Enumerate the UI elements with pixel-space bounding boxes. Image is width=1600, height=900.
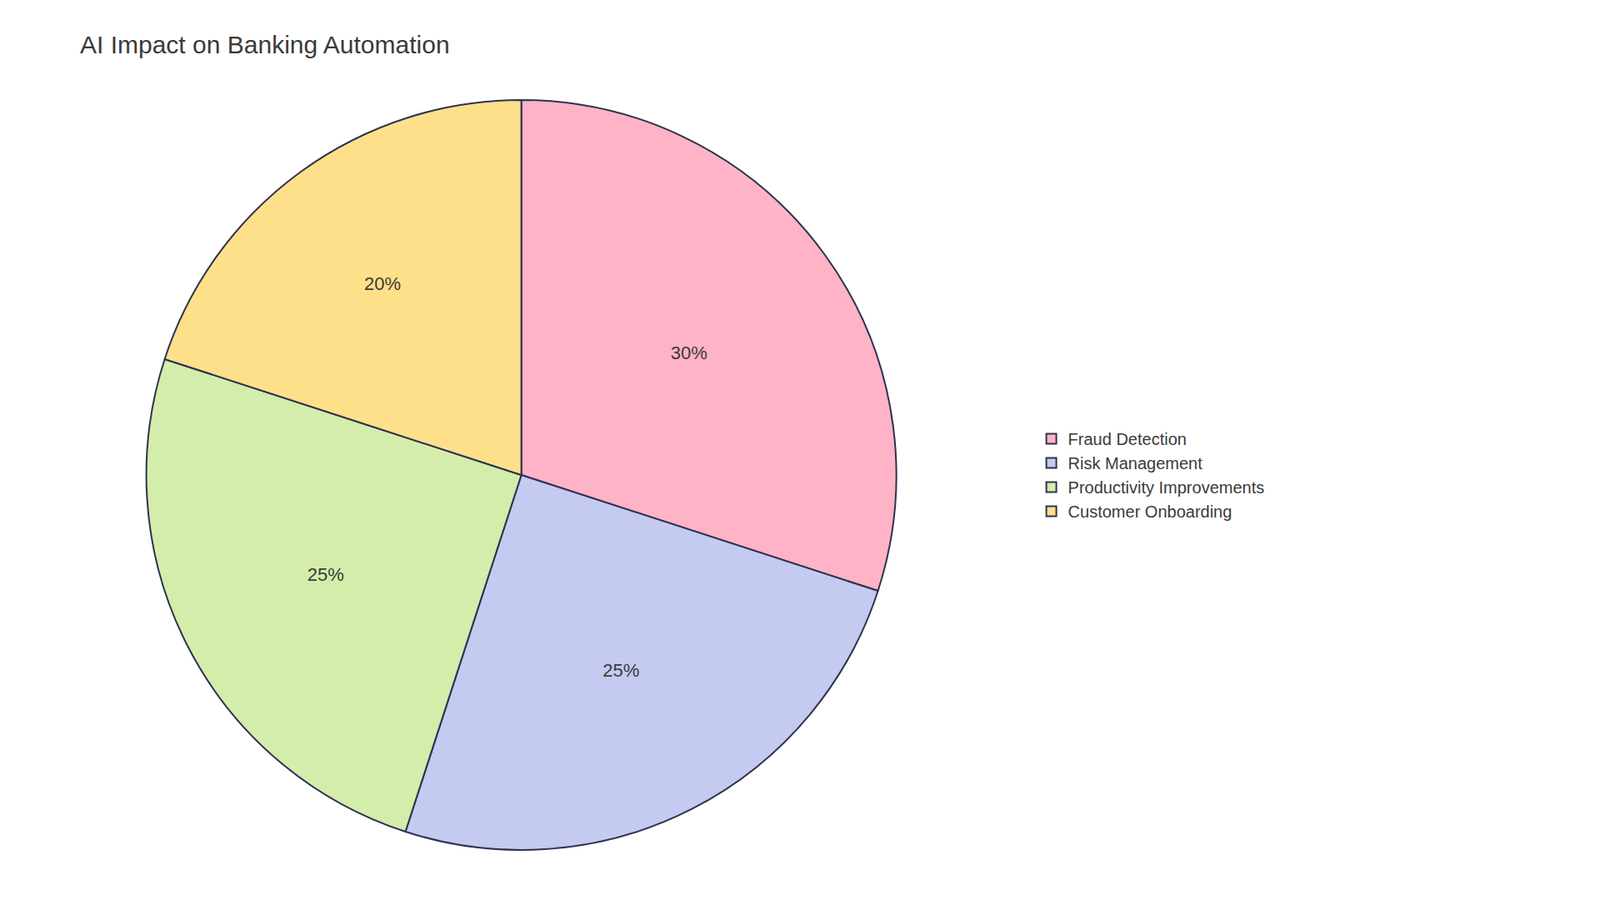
svg-text:25%: 25% [602,660,640,681]
svg-text:20%: 20% [364,273,401,295]
svg-text:Fraud Detection: Fraud Detection [1068,430,1187,449]
svg-text:Productivity Improvements: Productivity Improvements [1068,478,1265,497]
svg-text:Customer Onboarding: Customer Onboarding [1068,502,1233,521]
svg-text:AI Impact on Banking Automatio: AI Impact on Banking Automation [80,30,450,59]
svg-text:Risk Management: Risk Management [1068,454,1204,473]
svg-text:25%: 25% [307,564,345,585]
svg-text:30%: 30% [670,342,708,364]
